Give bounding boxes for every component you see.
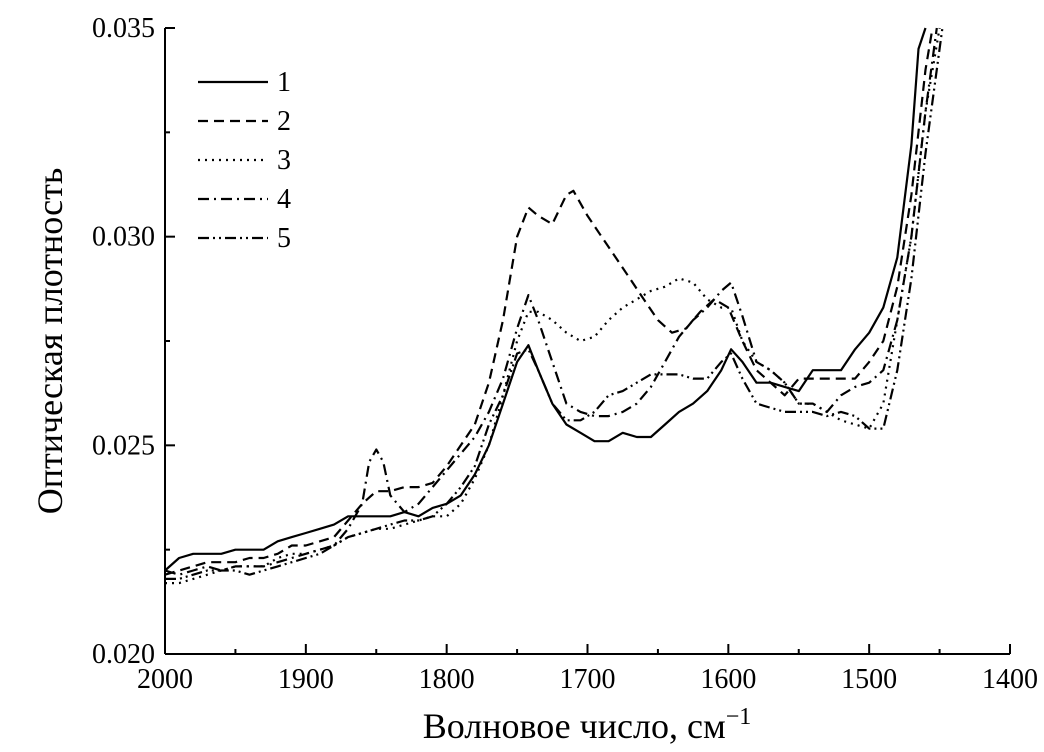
x-tick-label: 1700 xyxy=(560,664,616,695)
x-tick-label: 1600 xyxy=(700,664,756,695)
series-line-5 xyxy=(165,27,944,580)
y-tick-label: 0.020 xyxy=(92,639,155,670)
x-axis-title-sup: −1 xyxy=(726,704,752,730)
series-layer xyxy=(164,27,944,585)
legend-label-3: 3 xyxy=(277,145,291,176)
y-tick-label: 0.030 xyxy=(92,222,155,253)
y-ticks: 0.020 0.025 0.030 0.035 xyxy=(92,13,175,670)
y-tick-label: 0.025 xyxy=(92,430,155,461)
legend-label-2: 2 xyxy=(277,106,291,137)
legend: 1 2 3 4 5 xyxy=(198,67,291,254)
x-tick-label: 1500 xyxy=(841,664,897,695)
legend-label-1: 1 xyxy=(277,67,291,98)
x-axis-title: Волновое число, см−1 xyxy=(423,704,752,746)
x-tick-label: 1400 xyxy=(982,664,1038,695)
x-axis-title-main: Волновое число, см xyxy=(423,706,726,746)
y-tick-label: 0.035 xyxy=(92,13,155,44)
x-tick-label: 1800 xyxy=(419,664,475,695)
legend-label-4: 4 xyxy=(277,184,291,215)
x-ticks: 2000 1900 1800 1700 1600 1500 1400 xyxy=(137,644,1038,695)
series-line-1 xyxy=(164,27,927,572)
y-axis-title: Оптическая плотность xyxy=(30,168,70,514)
series-line-4 xyxy=(164,27,938,576)
x-tick-label: 2000 xyxy=(137,664,193,695)
series-line-2 xyxy=(164,27,934,576)
legend-label-5: 5 xyxy=(277,223,291,254)
x-tick-label: 1900 xyxy=(278,664,334,695)
